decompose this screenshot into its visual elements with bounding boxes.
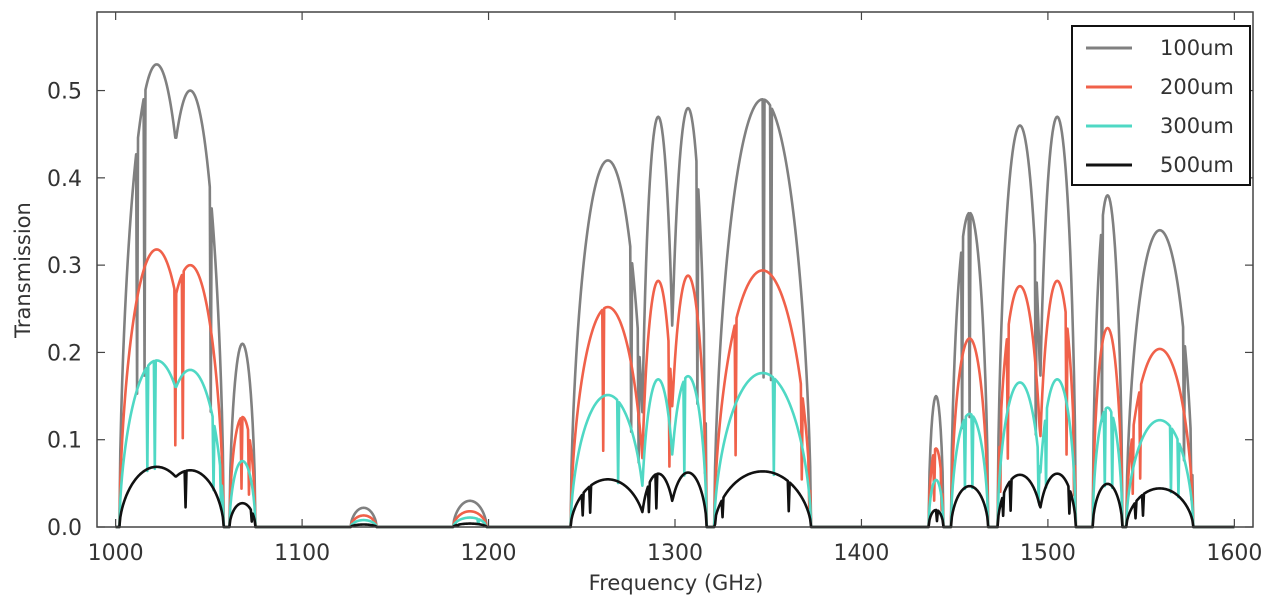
legend-label-100um: 100um [1160, 36, 1234, 60]
legend: 100um 200um 300um 500um [1071, 25, 1251, 186]
x-tick-label: 1600 [1206, 541, 1262, 566]
x-tick-label: 1000 [88, 541, 144, 566]
axis-ticks [97, 12, 1253, 528]
series-100um [115, 63, 1235, 529]
y-tick-labels: 0.0 0.1 0.2 0.3 0.4 0.5 [47, 80, 82, 541]
series-line-200um [115, 248, 1235, 529]
x-tick-labels: 1000 1100 1200 1300 1400 1500 1600 [88, 541, 1263, 566]
x-axis-title: Frequency (GHz) [589, 571, 764, 595]
series-line-500um [115, 465, 1235, 529]
y-tick-label: 0.0 [47, 516, 82, 541]
legend-label-200um: 200um [1160, 75, 1234, 99]
y-tick-label: 0.1 [47, 429, 82, 454]
x-tick-label: 1400 [833, 541, 889, 566]
x-tick-label: 1100 [274, 541, 330, 566]
y-axis-title: Transmission [11, 202, 35, 339]
y-tick-label: 0.4 [47, 167, 82, 192]
legend-label-500um: 500um [1160, 153, 1234, 177]
series-curves [115, 63, 1235, 529]
y-tick-label: 0.2 [47, 341, 82, 366]
series-line-100um [115, 63, 1235, 529]
x-tick-label: 1500 [1020, 541, 1076, 566]
x-tick-label: 1200 [461, 541, 517, 566]
x-tick-label: 1300 [647, 541, 703, 566]
legend-label-300um: 300um [1160, 114, 1234, 138]
y-tick-label: 0.3 [47, 254, 82, 279]
y-tick-label: 0.5 [47, 80, 82, 105]
legend-box [1071, 25, 1251, 186]
series-200um [115, 248, 1235, 529]
series-500um [115, 465, 1235, 529]
